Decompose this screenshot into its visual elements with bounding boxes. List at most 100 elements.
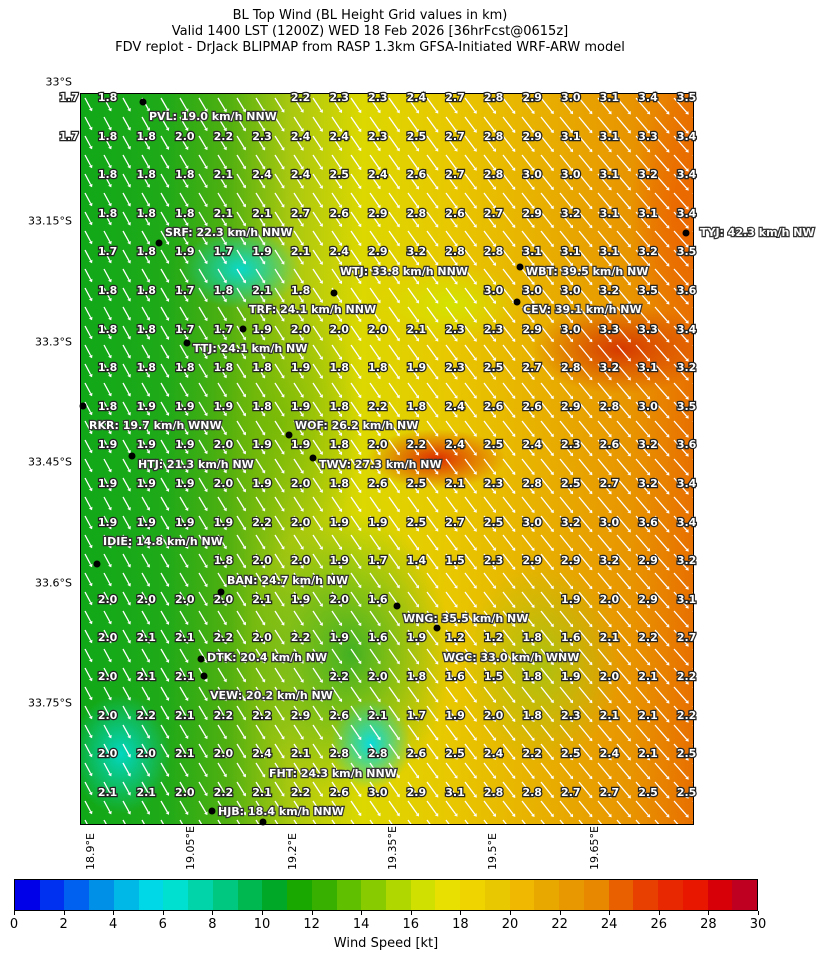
wind-arrow — [692, 497, 693, 498]
wind-arrow — [407, 610, 420, 627]
wind-arrow — [388, 249, 400, 266]
wind-arrow — [331, 249, 343, 266]
station-marker[interactable] — [200, 672, 208, 680]
grid-value: 1.8 — [212, 553, 234, 568]
station-marker[interactable] — [239, 325, 247, 333]
wind-arrow — [122, 230, 131, 245]
wind-arrow — [84, 515, 93, 530]
wind-arrow — [141, 230, 150, 245]
wind-arrow — [293, 743, 304, 759]
wind-arrow — [559, 762, 574, 780]
colorbar-tick-label: 24 — [600, 917, 618, 932]
wind-arrow — [578, 287, 593, 305]
wind-arrow — [502, 344, 516, 361]
wind-arrow — [236, 762, 246, 778]
grid-value: 2.9 — [521, 553, 543, 568]
grid-value: 2.8 — [598, 399, 620, 414]
wind-arrow — [388, 173, 400, 190]
wind-arrow — [141, 496, 150, 511]
wind-arrow — [274, 420, 285, 436]
wind-arrow — [502, 762, 516, 779]
wind-arrow — [293, 116, 304, 132]
station-marker[interactable] — [197, 655, 205, 663]
grid-value: 2.1 — [290, 245, 312, 260]
wind-arrow — [255, 287, 266, 303]
wind-arrow — [616, 477, 631, 495]
wind-arrow — [84, 553, 93, 568]
wind-arrow — [635, 363, 651, 381]
wind-arrow — [654, 477, 670, 495]
grid-value: 1.6 — [367, 631, 389, 646]
grid-value: 2.8 — [367, 746, 389, 761]
wind-arrow — [179, 287, 189, 303]
wind-arrow — [521, 154, 535, 172]
colorbar-segment — [15, 880, 40, 910]
wind-arrow — [103, 116, 112, 131]
station-marker[interactable] — [285, 431, 293, 439]
wind-arrow — [84, 97, 93, 112]
station-marker[interactable] — [128, 452, 136, 460]
wind-arrow — [502, 192, 516, 209]
station-marker[interactable] — [513, 298, 521, 306]
wind-arrow — [179, 382, 189, 398]
wind-arrow — [673, 705, 689, 723]
wind-arrow — [464, 515, 477, 532]
grid-value: 1.9 — [174, 515, 196, 530]
grid-value: 2.0 — [97, 669, 119, 684]
colorbar-tick-label: 2 — [59, 917, 68, 932]
wind-arrow — [236, 496, 246, 512]
grid-value: 1.9 — [135, 399, 157, 414]
station-marker[interactable] — [433, 624, 441, 632]
colorbar-tick-label: 12 — [303, 917, 320, 932]
station-marker[interactable] — [208, 807, 216, 815]
wind-arrow — [388, 724, 400, 741]
grid-value: 1.8 — [174, 360, 196, 375]
wind-arrow — [198, 496, 208, 512]
station-marker[interactable] — [516, 263, 524, 271]
wind-arrow — [483, 211, 497, 228]
station-marker[interactable] — [682, 229, 690, 237]
wind-arrow — [350, 135, 362, 152]
wind-arrow — [255, 591, 266, 607]
wind-arrow — [559, 420, 574, 438]
wind-arrow — [540, 458, 554, 476]
wind-arrow — [160, 401, 170, 416]
wind-arrow — [521, 306, 535, 324]
station-marker[interactable] — [309, 454, 317, 462]
station-marker[interactable] — [139, 98, 147, 106]
wind-arrow — [654, 572, 670, 590]
wind-arrow — [160, 192, 170, 207]
wind-arrow — [179, 610, 189, 626]
wind-arrow — [293, 610, 304, 626]
wind-arrow — [407, 515, 420, 532]
grid-value: 2.0 — [174, 129, 196, 144]
wind-arrow — [103, 819, 107, 824]
station-marker[interactable] — [93, 560, 101, 568]
wind-arrow — [540, 344, 554, 362]
wind-arrow — [141, 211, 150, 226]
wind-arrow — [540, 781, 554, 799]
wind-arrow — [407, 287, 420, 304]
wind-arrow — [312, 420, 323, 436]
wind-arrow — [103, 762, 112, 777]
wind-arrow — [217, 648, 227, 664]
wind-arrow — [673, 173, 689, 191]
wind-arrow — [540, 363, 554, 381]
station-marker[interactable] — [79, 402, 87, 410]
wind-arrow — [559, 572, 574, 590]
wind-arrow — [141, 154, 150, 169]
station-marker[interactable] — [259, 818, 267, 826]
wind-arrow — [84, 306, 93, 321]
station-marker[interactable] — [217, 588, 225, 596]
station-marker[interactable] — [183, 339, 191, 347]
wind-arrow — [103, 648, 112, 663]
grid-value: 1.8 — [135, 206, 157, 221]
station-marker[interactable] — [155, 239, 163, 247]
station-marker[interactable] — [330, 289, 338, 297]
colorbar-segment — [707, 880, 733, 910]
wind-arrow — [236, 648, 246, 664]
wind-arrow — [407, 439, 420, 456]
colorbar-segment — [138, 880, 164, 910]
grid-value: 2.1 — [251, 592, 273, 607]
station-marker[interactable] — [393, 602, 401, 610]
